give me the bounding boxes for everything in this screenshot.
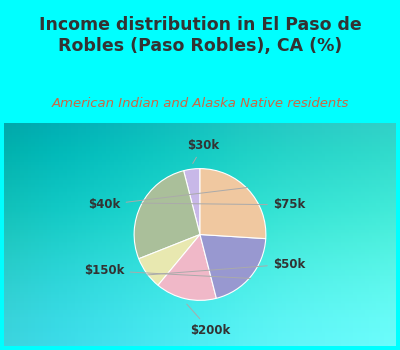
Text: $30k: $30k	[187, 139, 219, 163]
Wedge shape	[200, 234, 266, 298]
Text: Income distribution in El Paso de
Robles (Paso Robles), CA (%): Income distribution in El Paso de Robles…	[39, 16, 361, 55]
Text: American Indian and Alaska Native residents: American Indian and Alaska Native reside…	[51, 97, 349, 110]
Text: $150k: $150k	[84, 264, 250, 279]
Wedge shape	[158, 234, 216, 300]
Text: $50k: $50k	[147, 258, 305, 275]
Text: $40k: $40k	[88, 188, 248, 211]
Wedge shape	[134, 171, 200, 259]
Text: $75k: $75k	[141, 198, 305, 211]
Text: $200k: $200k	[187, 304, 230, 337]
Wedge shape	[200, 169, 266, 239]
Wedge shape	[139, 234, 200, 285]
Wedge shape	[184, 169, 200, 234]
